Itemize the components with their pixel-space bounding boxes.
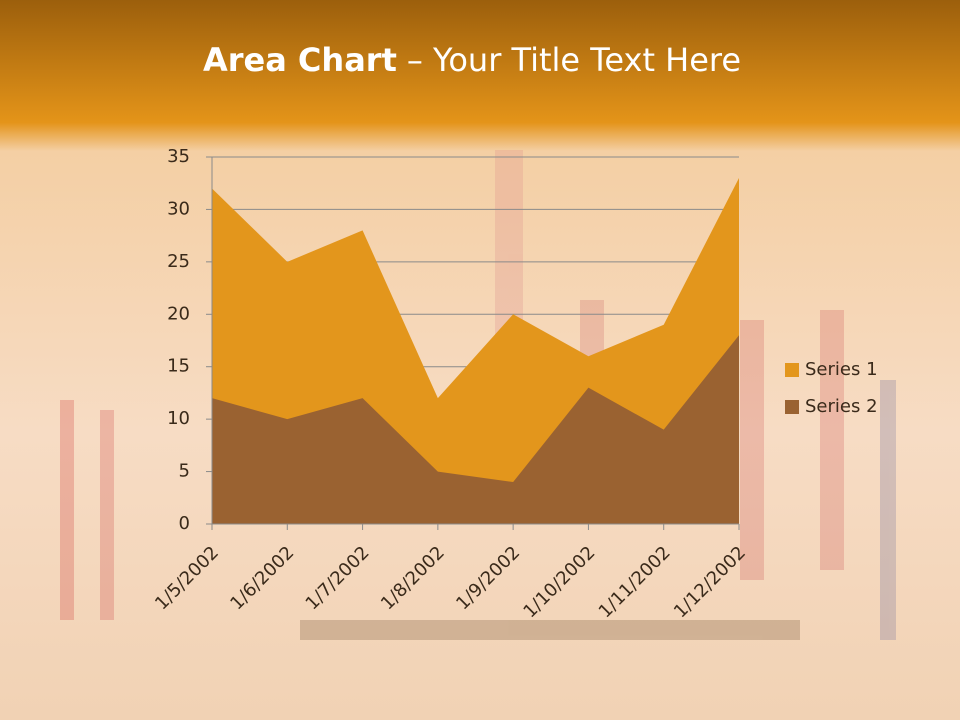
area — [212, 335, 739, 524]
legend-label: Series 2 — [805, 396, 878, 417]
y-tick-label: 20 — [167, 303, 190, 324]
y-tick-label: 15 — [167, 356, 190, 377]
legend-swatch — [785, 400, 799, 414]
y-tick-label: 5 — [179, 461, 190, 482]
y-tick-label: 0 — [179, 513, 190, 534]
y-tick-label: 35 — [167, 146, 190, 167]
legend-label: Series 1 — [805, 359, 878, 380]
legend-swatch — [785, 363, 799, 377]
y-tick-label: 30 — [167, 198, 190, 219]
title-bold: Area Chart — [203, 41, 397, 79]
title-rest: – Your Title Text Here — [407, 41, 741, 79]
y-tick-label: 10 — [167, 408, 190, 429]
slide-title: Area Chart – Your Title Text Here — [203, 41, 741, 79]
y-tick-label: 25 — [167, 251, 190, 272]
